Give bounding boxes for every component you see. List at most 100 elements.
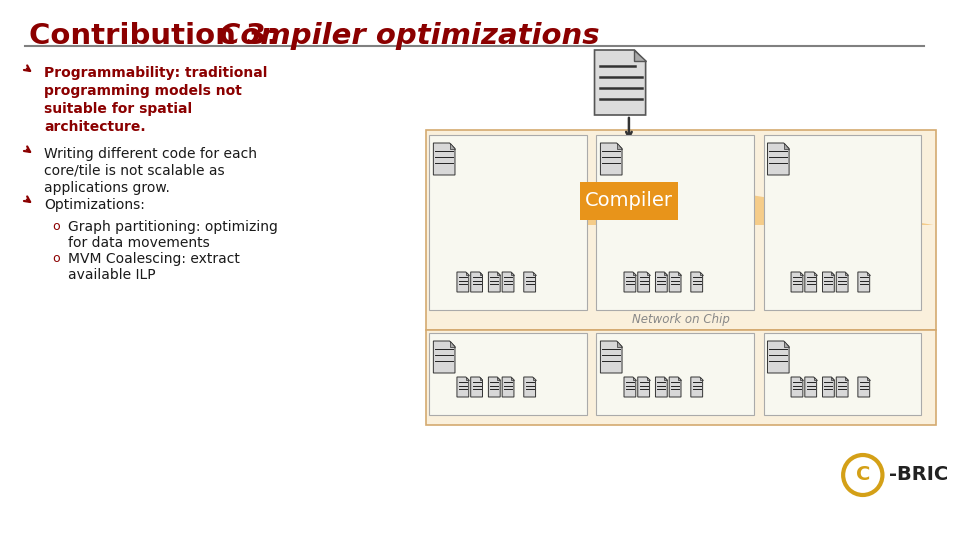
Polygon shape: [783, 143, 789, 148]
Text: MVM Coalescing: extract: MVM Coalescing: extract: [68, 252, 240, 266]
Polygon shape: [533, 377, 536, 380]
Polygon shape: [700, 272, 703, 275]
Polygon shape: [594, 50, 646, 115]
Polygon shape: [791, 272, 803, 292]
Polygon shape: [470, 377, 483, 397]
Polygon shape: [429, 183, 933, 225]
Polygon shape: [664, 272, 667, 275]
Polygon shape: [489, 272, 500, 292]
Polygon shape: [691, 272, 703, 292]
Text: -BRIC: -BRIC: [889, 464, 948, 483]
Polygon shape: [678, 272, 681, 275]
Polygon shape: [845, 377, 848, 380]
Bar: [429, 135, 587, 310]
Text: C: C: [855, 465, 870, 484]
Polygon shape: [767, 143, 789, 175]
Polygon shape: [511, 272, 514, 275]
Text: programming models not: programming models not: [44, 84, 242, 98]
Text: Contribution 3:: Contribution 3:: [30, 22, 289, 50]
Polygon shape: [656, 272, 667, 292]
Polygon shape: [867, 272, 870, 275]
Polygon shape: [836, 377, 848, 397]
Polygon shape: [831, 272, 834, 275]
Polygon shape: [497, 377, 500, 380]
Text: Optimizations:: Optimizations:: [44, 198, 145, 212]
Text: Network on Chip: Network on Chip: [632, 314, 730, 327]
Polygon shape: [800, 272, 803, 275]
Polygon shape: [823, 272, 834, 292]
Polygon shape: [633, 272, 636, 275]
Polygon shape: [656, 377, 667, 397]
Text: core/tile is not scalable as: core/tile is not scalable as: [44, 164, 225, 178]
Polygon shape: [457, 377, 468, 397]
Polygon shape: [624, 377, 636, 397]
Polygon shape: [647, 272, 650, 275]
Text: Writing different code for each: Writing different code for each: [44, 147, 257, 161]
Bar: [596, 135, 754, 310]
Polygon shape: [858, 272, 870, 292]
Polygon shape: [804, 377, 817, 397]
Bar: [580, 182, 678, 220]
Polygon shape: [433, 341, 455, 373]
Polygon shape: [678, 377, 681, 380]
Polygon shape: [616, 143, 622, 148]
Polygon shape: [524, 377, 536, 397]
Polygon shape: [637, 377, 650, 397]
Polygon shape: [624, 272, 636, 292]
Polygon shape: [831, 377, 834, 380]
Polygon shape: [814, 377, 817, 380]
Polygon shape: [647, 377, 650, 380]
Polygon shape: [783, 341, 789, 347]
Polygon shape: [804, 272, 817, 292]
Polygon shape: [433, 143, 455, 175]
Polygon shape: [511, 377, 514, 380]
Polygon shape: [867, 377, 870, 380]
Polygon shape: [470, 272, 483, 292]
Bar: [596, 333, 754, 415]
Polygon shape: [836, 272, 848, 292]
Text: for data movements: for data movements: [68, 236, 209, 250]
Bar: [763, 135, 921, 310]
Text: architecture.: architecture.: [44, 120, 146, 134]
Polygon shape: [845, 272, 848, 275]
Polygon shape: [600, 143, 622, 175]
Polygon shape: [700, 377, 703, 380]
Polygon shape: [533, 272, 536, 275]
Polygon shape: [480, 377, 483, 380]
Text: available ILP: available ILP: [68, 268, 156, 282]
Polygon shape: [502, 377, 514, 397]
Polygon shape: [791, 377, 803, 397]
Polygon shape: [823, 377, 834, 397]
Polygon shape: [480, 272, 483, 275]
Polygon shape: [664, 377, 667, 380]
Text: o: o: [52, 252, 60, 265]
Bar: [763, 333, 921, 415]
Text: applications grow.: applications grow.: [44, 181, 170, 195]
Polygon shape: [800, 377, 803, 380]
Polygon shape: [524, 272, 536, 292]
Text: suitable for spatial: suitable for spatial: [44, 102, 192, 116]
Bar: [429, 333, 587, 415]
Polygon shape: [814, 272, 817, 275]
Polygon shape: [466, 377, 468, 380]
Bar: [425, 130, 937, 330]
Polygon shape: [633, 377, 636, 380]
Text: o: o: [52, 220, 60, 233]
Polygon shape: [669, 272, 681, 292]
Polygon shape: [616, 341, 622, 347]
Text: Graph partitioning: optimizing: Graph partitioning: optimizing: [68, 220, 277, 234]
Polygon shape: [858, 377, 870, 397]
Polygon shape: [466, 272, 468, 275]
Polygon shape: [457, 272, 468, 292]
Polygon shape: [600, 341, 622, 373]
Text: Compiler optimizations: Compiler optimizations: [219, 22, 600, 50]
Polygon shape: [637, 272, 650, 292]
Polygon shape: [497, 272, 500, 275]
Polygon shape: [767, 341, 789, 373]
Bar: [425, 330, 937, 425]
Polygon shape: [449, 143, 455, 148]
Polygon shape: [635, 50, 646, 62]
Circle shape: [843, 455, 882, 495]
Polygon shape: [669, 377, 681, 397]
Polygon shape: [449, 341, 455, 347]
